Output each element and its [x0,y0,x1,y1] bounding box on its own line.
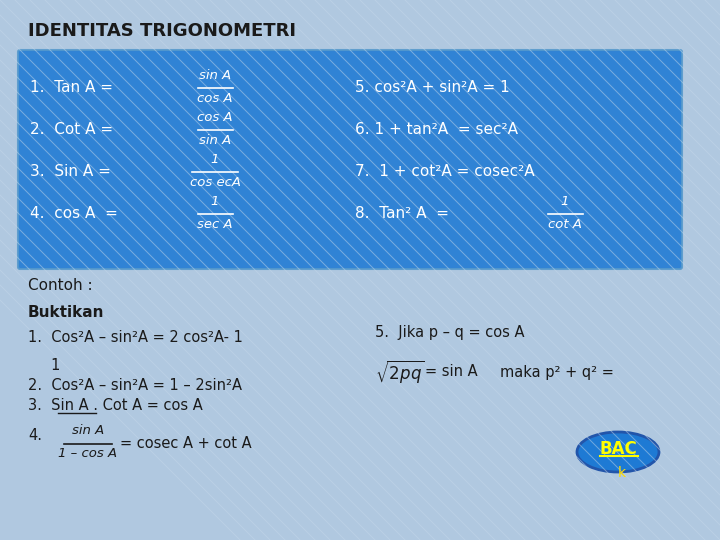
Text: 4.: 4. [28,428,42,443]
Text: 5. cos²A + sin²A = 1: 5. cos²A + sin²A = 1 [355,80,510,96]
FancyBboxPatch shape [18,50,682,269]
Text: 4.  cos A  =: 4. cos A = [30,206,118,221]
Text: 1: 1 [211,195,219,208]
Text: cos ecA: cos ecA [189,176,240,189]
Ellipse shape [577,432,659,472]
Text: 1.  Tan A =: 1. Tan A = [30,80,113,96]
Text: cos A: cos A [197,111,233,124]
Text: 1 – cos A: 1 – cos A [58,447,117,460]
Text: 5.  Jika p – q = cos A: 5. Jika p – q = cos A [375,325,524,340]
Text: Contoh :: Contoh : [28,278,93,293]
Text: sin A: sin A [199,134,231,147]
Text: k: k [618,466,626,480]
Text: 3.  Sin A =: 3. Sin A = [30,165,111,179]
Text: BAC: BAC [599,440,637,458]
Text: sec A: sec A [197,218,233,231]
Text: sin A: sin A [72,424,104,437]
Text: Buktikan: Buktikan [28,305,104,320]
Text: 1: 1 [211,153,219,166]
Text: 8.  Tan² A  =: 8. Tan² A = [355,206,449,221]
Text: = sin A: = sin A [425,364,477,380]
Text: 1: 1 [28,358,60,373]
Text: 1.  Cos²A – sin²A = 2 cos²A- 1: 1. Cos²A – sin²A = 2 cos²A- 1 [28,330,243,345]
Text: 6. 1 + tan²A  = sec²A: 6. 1 + tan²A = sec²A [355,123,518,138]
Text: 3.  Sin A . Cot A = cos A: 3. Sin A . Cot A = cos A [28,398,203,413]
Text: 2.  Cos²A – sin²A = 1 – 2sin²A: 2. Cos²A – sin²A = 1 – 2sin²A [28,378,242,393]
Text: = cosec A + cot A: = cosec A + cot A [120,436,251,451]
Text: cot A: cot A [548,218,582,231]
Text: cos A: cos A [197,92,233,105]
Text: maka p² + q² =: maka p² + q² = [500,364,614,380]
Text: 1: 1 [561,195,570,208]
Text: 7.  1 + cot²A = cosec²A: 7. 1 + cot²A = cosec²A [355,165,535,179]
Text: sin A: sin A [199,69,231,82]
Text: $\sqrt{2pq}$: $\sqrt{2pq}$ [375,359,425,386]
Text: 2.  Cot A =: 2. Cot A = [30,123,113,138]
Text: IDENTITAS TRIGONOMETRI: IDENTITAS TRIGONOMETRI [28,22,296,40]
